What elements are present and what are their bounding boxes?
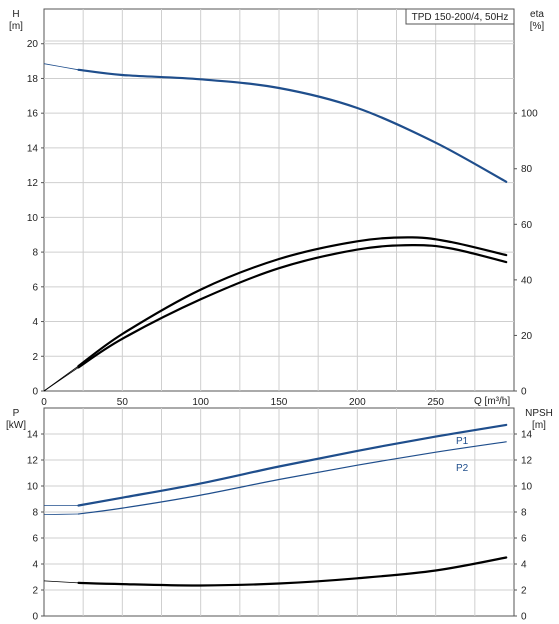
npsh-axis-label-unit: [m] xyxy=(532,420,546,431)
y-left-tick-label: 10 xyxy=(27,482,39,493)
x-tick-label: 100 xyxy=(192,397,209,408)
y-right-tick-label: 10 xyxy=(521,482,533,493)
curve-extension-1-2 xyxy=(43,580,79,584)
curve-1-0 xyxy=(77,423,508,507)
bottom-curves xyxy=(43,423,508,587)
y-left-tick-label: 10 xyxy=(27,213,39,224)
y-left-tick-label: 12 xyxy=(27,456,39,467)
y-right-label-unit: [%] xyxy=(530,21,545,32)
y-right-tick-label: 8 xyxy=(521,508,527,519)
top-grid xyxy=(44,9,514,391)
y-left-tick-label: 0 xyxy=(32,612,38,623)
x-tick-label: 200 xyxy=(349,397,366,408)
x-tick-label: 250 xyxy=(427,397,444,408)
p1-label: P1 xyxy=(456,436,469,447)
y-right-tick-label: 12 xyxy=(521,456,533,467)
y-left-tick-label: 2 xyxy=(32,352,38,363)
y-right-tick-label: 4 xyxy=(521,560,527,571)
y-left-tick-label: 6 xyxy=(32,282,38,293)
curve-0-1 xyxy=(77,243,508,369)
y-left-tick-label: 18 xyxy=(27,74,39,85)
y-right-tick-label: 20 xyxy=(521,331,533,342)
y-left-tick-label: 12 xyxy=(27,178,39,189)
y-right-tick-label: 14 xyxy=(521,430,533,441)
bottom-ticks: 0 2 4 6 8 10 12 14 0 2 4 6 8 10 12 14 xyxy=(27,430,533,623)
y-left-label-unit: [m] xyxy=(9,21,23,32)
y-right-tick-label: 6 xyxy=(521,534,527,545)
y-right-tick-label: 2 xyxy=(521,586,527,597)
y-right-tick-label: 60 xyxy=(521,220,533,231)
y-right-tick-label: 100 xyxy=(521,109,538,120)
p-axis-label-unit: [kW] xyxy=(6,420,26,431)
curve-extension-0-2 xyxy=(43,365,79,392)
y-left-tick-label: 4 xyxy=(32,317,38,328)
y-left-tick-label: 0 xyxy=(32,387,38,398)
x-tick-label: 150 xyxy=(271,397,288,408)
curve-0-2 xyxy=(77,236,508,368)
curve-1-1 xyxy=(77,441,507,515)
npsh-axis-label-name: NPSH xyxy=(525,408,553,419)
y-left-tick-label: 8 xyxy=(32,248,38,259)
y-right-label-name: eta xyxy=(530,9,544,20)
x-tick-label: 50 xyxy=(117,397,129,408)
chart-title-box xyxy=(405,8,515,25)
y-left-label-name: H xyxy=(12,9,19,20)
y-left-tick-label: 14 xyxy=(27,143,39,154)
curve-extension-0-0 xyxy=(43,63,79,71)
curve-0-0 xyxy=(77,68,508,183)
curve-extension-1-1 xyxy=(43,513,79,515)
y-right-tick-label: 0 xyxy=(521,387,527,398)
y-right-tick-label: 0 xyxy=(521,612,527,623)
p-axis-label-name: P xyxy=(13,408,20,419)
y-left-tick-label: 6 xyxy=(32,534,38,545)
bottom-grid xyxy=(44,408,514,616)
y-left-tick-label: 14 xyxy=(27,430,39,441)
x-axis-label: Q [m³/h] xyxy=(474,396,510,407)
y-left-tick-label: 16 xyxy=(27,109,39,120)
p2-label: P2 xyxy=(456,463,469,474)
y-right-tick-label: 80 xyxy=(521,164,533,175)
power-npsh-panel: 0 2 4 6 8 10 12 14 0 2 4 6 8 10 12 14 P [kW] NPSH [m] P… xyxy=(6,407,553,623)
y-left-tick-label: 20 xyxy=(27,39,39,50)
y-left-tick-label: 2 xyxy=(32,586,38,597)
x-tick-label: 0 xyxy=(41,397,47,408)
chart-title: TPD 150-200/4, 50Hz xyxy=(412,12,509,23)
y-left-tick-label: 4 xyxy=(32,560,38,571)
y-right-tick-label: 40 xyxy=(521,275,533,286)
curve-1-2 xyxy=(77,556,508,587)
top-curves xyxy=(43,63,508,392)
y-left-tick-label: 8 xyxy=(32,508,38,519)
